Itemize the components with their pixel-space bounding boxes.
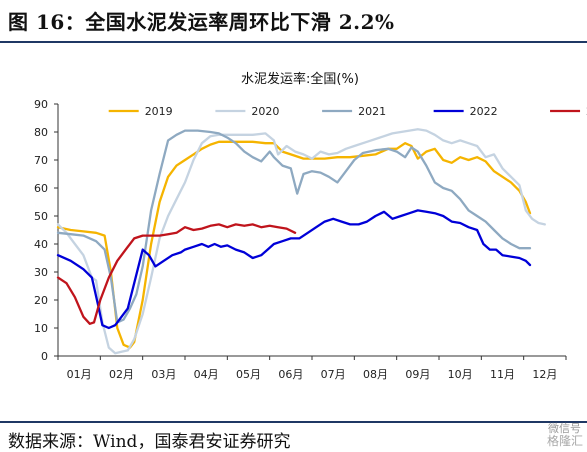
legend-label-2020: 2020 bbox=[251, 105, 279, 118]
x-tick-label: 09月 bbox=[405, 368, 430, 381]
source-note: 数据来源：Wind，国泰君安证券研究 bbox=[8, 432, 291, 452]
series-line-2022 bbox=[56, 209, 532, 330]
x-tick-label: 05月 bbox=[236, 368, 261, 381]
source-divider bbox=[0, 421, 587, 423]
x-tick-label: 02月 bbox=[109, 368, 134, 381]
y-tick-label: 10 bbox=[34, 322, 48, 335]
series-line-2020 bbox=[56, 128, 546, 355]
y-tick-label: 30 bbox=[34, 266, 48, 279]
y-tick-label: 70 bbox=[34, 154, 48, 167]
y-tick-label: 80 bbox=[34, 126, 48, 139]
axes: 0 10 20 30 40 50 60 70 80 90 01月 02月 03月 04月 05月 06月 07月… bbox=[34, 98, 567, 381]
y-tick-label: 40 bbox=[34, 238, 48, 251]
x-tick-label: 06月 bbox=[278, 368, 303, 381]
legend-label-2021: 2021 bbox=[358, 105, 386, 118]
legend: 20192020202120222023 bbox=[108, 105, 587, 118]
line-chart: 水泥发运率:全国(%) 0 10 20 30 40 50 60 70 80 90 01月 02月 03月… bbox=[34, 71, 587, 381]
x-tick-label: 08月 bbox=[363, 368, 388, 381]
series-line-2023 bbox=[56, 223, 297, 325]
title-divider bbox=[0, 41, 587, 43]
y-tick-label: 50 bbox=[34, 210, 48, 223]
series-line-2021 bbox=[56, 129, 532, 324]
watermark-brand: 格隆汇 bbox=[546, 434, 583, 448]
figure-title: 图 16：全国水泥发运率周环比下滑 2.2% bbox=[8, 10, 395, 34]
legend-label-2019: 2019 bbox=[145, 105, 173, 118]
x-tick-label: 04月 bbox=[194, 368, 219, 381]
y-tick-label: 60 bbox=[34, 182, 48, 195]
x-tick-label: 07月 bbox=[321, 368, 346, 381]
legend-label-2022: 2022 bbox=[470, 105, 498, 118]
y-tick-label: 90 bbox=[34, 98, 48, 111]
y-tick-label: 20 bbox=[34, 294, 48, 307]
series-lines bbox=[56, 128, 546, 355]
x-tick-label: 11月 bbox=[490, 368, 515, 381]
x-tick-label: 01月 bbox=[67, 368, 92, 381]
x-tick-label: 10月 bbox=[448, 368, 473, 381]
y-tick-label: 0 bbox=[41, 350, 48, 363]
watermark-label: 微信号 bbox=[548, 422, 581, 435]
x-tick-label: 03月 bbox=[151, 368, 176, 381]
x-tick-label: 12月 bbox=[532, 368, 557, 381]
chart-title: 水泥发运率:全国(%) bbox=[241, 71, 359, 87]
